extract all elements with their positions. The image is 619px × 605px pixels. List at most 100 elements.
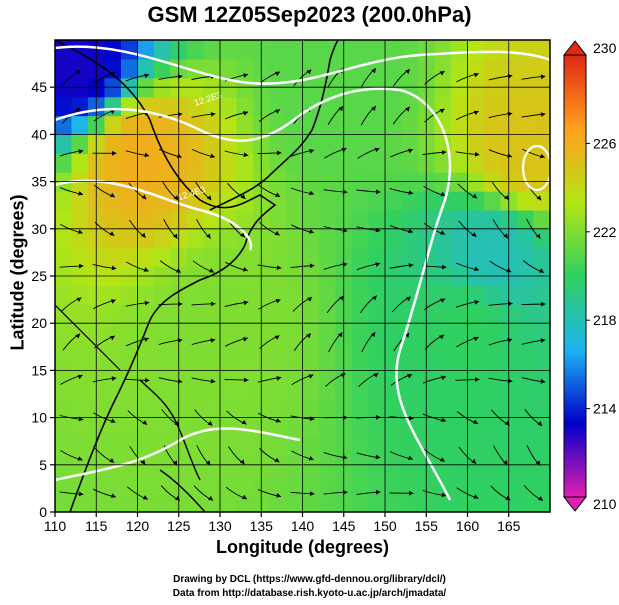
- heatmap-cell: [104, 323, 122, 343]
- streamline-arrow: [78, 191, 83, 196]
- heatmap-cell: [467, 58, 485, 79]
- heatmap-cell: [286, 40, 304, 60]
- heatmap-cell: [71, 228, 89, 249]
- heatmap-cell: [220, 304, 238, 324]
- heatmap-cell: [451, 304, 469, 324]
- heatmap-cell: [484, 398, 502, 419]
- heatmap-cell: [517, 323, 535, 343]
- heatmap-cell: [154, 285, 172, 305]
- heatmap-cell: [467, 342, 485, 362]
- heatmap-cell: [533, 228, 550, 249]
- y-tick-label: 35: [31, 174, 47, 190]
- heatmap-cell: [319, 379, 337, 400]
- heatmap-cell: [517, 40, 535, 60]
- heatmap-cell: [401, 493, 419, 512]
- heatmap-cell: [451, 58, 469, 79]
- heatmap-cell: [104, 379, 122, 400]
- streamline-arrow: [111, 376, 117, 381]
- heatmap-cell: [286, 134, 304, 154]
- heatmap-cell: [269, 436, 287, 456]
- heatmap-cell: [517, 474, 535, 494]
- heatmap-cell: [55, 247, 73, 268]
- heatmap-cell: [203, 96, 221, 117]
- streamline-arrow: [535, 233, 541, 239]
- streamline-arrow: [471, 232, 477, 237]
- heatmap-cell: [401, 247, 419, 268]
- heatmap-cell: [286, 304, 304, 324]
- streamline-arrow: [110, 72, 116, 77]
- colorbar-body: [563, 54, 587, 498]
- heatmap-cell: [517, 493, 535, 512]
- heatmap-cell: [401, 342, 419, 362]
- streamline-arrow: [144, 73, 150, 79]
- heatmap-cell: [236, 209, 254, 230]
- streamline-arrow: [241, 419, 247, 425]
- streamline-arrow: [210, 112, 216, 117]
- heatmap-cell: [203, 436, 221, 456]
- heatmap-cell: [220, 323, 238, 343]
- gridlines: [55, 40, 550, 512]
- heatmap-cell: [154, 209, 172, 230]
- heatmap-cell: [121, 58, 139, 79]
- heatmap-cell: [286, 342, 304, 362]
- heatmap-cell: [71, 247, 89, 268]
- heatmap-cell: [484, 493, 502, 512]
- heatmap-cell: [55, 323, 73, 343]
- heatmap-cell: [401, 134, 419, 154]
- heatmap-cell: [203, 115, 221, 135]
- heatmap-cell: [121, 40, 139, 60]
- colorbar-tick-label: 210: [593, 496, 617, 512]
- heatmap-cell: [55, 342, 73, 362]
- heatmap-cell: [467, 436, 485, 456]
- heatmap-cell: [484, 285, 502, 305]
- streamline-arrow: [142, 420, 148, 425]
- x-tick-label: 115: [85, 518, 108, 534]
- colorbar: 210 214 218 222 226 230: [562, 40, 617, 512]
- streamline-arrow: [375, 489, 381, 495]
- heatmap-cell: [533, 379, 550, 400]
- heatmap-cell: [269, 285, 287, 305]
- heatmap-cell: [187, 436, 205, 456]
- heatmap-cell: [467, 417, 485, 438]
- heatmap-cell: [368, 436, 386, 456]
- streamline-arrow: [405, 296, 411, 302]
- y-tick-label: 30: [31, 221, 47, 237]
- heatmap-cell: [302, 379, 320, 400]
- streamline-arrow: [110, 493, 116, 498]
- heatmap-cell: [71, 40, 89, 60]
- heatmap-cell: [187, 247, 205, 268]
- heatmap-cell: [154, 247, 172, 268]
- streamline-arrow: [371, 106, 376, 111]
- heatmap-cell: [302, 493, 320, 512]
- heatmap-cell: [319, 228, 337, 249]
- heatmap-cell: [220, 398, 238, 419]
- heatmap-cell: [286, 153, 304, 173]
- heatmap-cell: [55, 493, 73, 512]
- streamline-arrow: [537, 421, 543, 426]
- heatmap-cell: [533, 247, 550, 268]
- x-tick-label: 140: [291, 518, 315, 534]
- heatmap-cell: [533, 342, 550, 362]
- heatmap-cell: [451, 153, 469, 173]
- streamline-arrow: [471, 458, 477, 464]
- heatmap-cell: [385, 228, 403, 249]
- heatmap-cell: [467, 304, 485, 324]
- heatmap-cell: [71, 417, 89, 438]
- heatmap-cell: [467, 40, 485, 60]
- heatmap-cell: [286, 379, 304, 400]
- streamline-arrow: [441, 150, 447, 155]
- heatmap-cell: [55, 285, 73, 305]
- streamline-arrow: [243, 111, 248, 116]
- heatmap-cell: [484, 209, 502, 230]
- heatmap-cell: [302, 228, 320, 249]
- streamline-arrow: [408, 263, 414, 268]
- heatmap-cell: [368, 228, 386, 249]
- heatmap-cell: [401, 115, 419, 135]
- heatmap-cell: [121, 436, 139, 456]
- heatmap-cell: [451, 398, 469, 419]
- heatmap-cell: [121, 191, 139, 211]
- heatmap-cell: [434, 323, 452, 343]
- streamline-arrow: [340, 373, 346, 378]
- heatmap-cell: [368, 493, 386, 512]
- heatmap-cell: [187, 209, 205, 230]
